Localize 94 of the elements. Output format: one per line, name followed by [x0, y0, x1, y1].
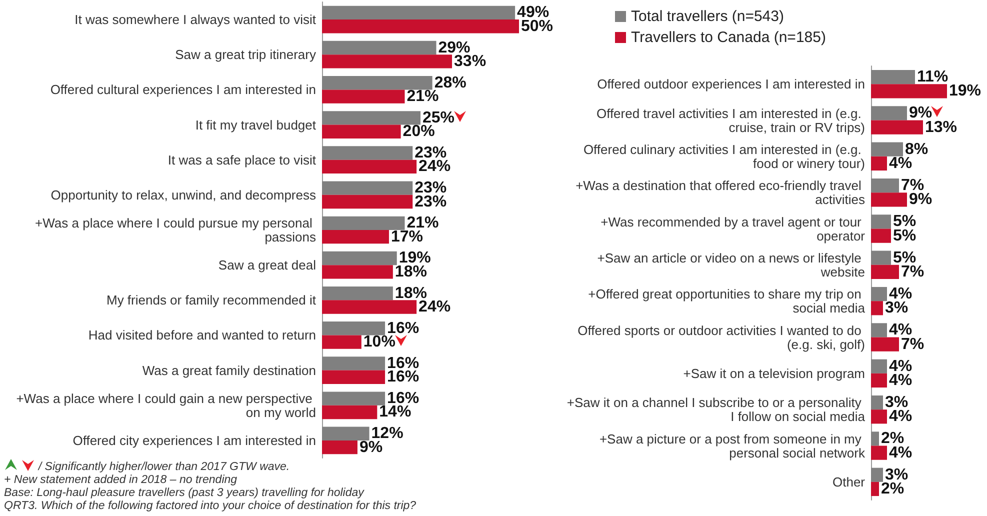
bar: [322, 392, 386, 406]
bar: [871, 156, 887, 171]
y-tick-label: It was somewhere I always wanted to visit: [74, 12, 316, 28]
y-tick-label: +Was a place where I could pursue my personal passions: [35, 216, 316, 244]
data-label: 3%: [885, 300, 908, 317]
data-label: 18%: [394, 263, 427, 280]
bar: [871, 84, 947, 98]
bar: [871, 70, 915, 84]
bar: [322, 265, 393, 279]
bar: [322, 335, 362, 349]
data-label: 14%: [379, 404, 412, 421]
y-tick-label: +Was recommended by a travel agent or tour operator: [600, 214, 866, 244]
bar: [322, 20, 519, 34]
legend-label: Travellers to Canada (n=185): [631, 29, 826, 46]
bar: [871, 359, 887, 374]
bar: [322, 356, 386, 370]
bar: [322, 54, 452, 68]
bar: [871, 228, 891, 243]
y-tick-label: +Was a place where I could gain a new perspective on my world: [16, 390, 316, 420]
text: + New statement added in 2018 – no trending: [4, 474, 238, 486]
bar: [871, 250, 891, 265]
bar: [871, 178, 899, 193]
y-tick-label: Offered outdoor experiences I am interested in: [597, 76, 865, 92]
bar: [322, 322, 386, 336]
y-tick-label: Offered sports or outdoor activities I wanted to do (e.g. ski, golf): [578, 322, 865, 352]
y-tick-label: Saw a great deal: [218, 258, 316, 273]
bar: [871, 410, 887, 424]
y-tick-label: Offered city experiences I am interested in: [72, 432, 316, 448]
y-tick-label: Other: [832, 474, 866, 490]
bar: [322, 194, 413, 209]
y-tick-label: Offered cultural experiences I am interested in: [50, 82, 316, 98]
bar: [871, 142, 903, 156]
bar: [871, 323, 887, 338]
data-label: 23%: [414, 193, 447, 210]
y-tick-label: Offered culinary activities I am interested in (e.g. food or winery tour): [583, 142, 865, 171]
bar: [871, 264, 899, 280]
data-label: 33%: [454, 52, 486, 70]
bar: [322, 405, 378, 420]
bar: [322, 40, 436, 55]
bar: [322, 160, 417, 174]
text: QRT3. Which of the following factored into your choice of destination for this trip?: [4, 500, 416, 512]
y-tick-label: +Saw an article or video on a news or lifestyle website: [597, 250, 865, 280]
y-tick-label: It fit my travel budget: [195, 117, 316, 132]
bar: [871, 301, 883, 316]
bar: [322, 300, 417, 314]
y-tick-label: +Was a destination that offered eco-friendly travel activities: [576, 178, 866, 208]
bar: [322, 440, 358, 454]
bar: [871, 214, 891, 229]
bar: [871, 120, 923, 134]
bar: [871, 482, 879, 496]
data-label: 20%: [402, 123, 435, 140]
bar: [322, 216, 405, 230]
y-tick-label: It was a safe place to visit: [168, 152, 316, 168]
data-label: 11%: [917, 68, 948, 86]
bar: [322, 370, 386, 384]
legend-label: Total travellers (n=543): [631, 8, 784, 25]
bar: [322, 111, 420, 125]
data-label: 24%: [418, 298, 451, 316]
bar: [871, 337, 899, 352]
bar: [871, 468, 883, 482]
data-label: 9%: [909, 191, 932, 208]
bar: [871, 192, 907, 207]
y-tick-label: Had visited before and wanted to return: [88, 328, 316, 343]
bar: [322, 286, 393, 300]
data-label: 24%: [418, 158, 451, 176]
bar: [322, 251, 397, 266]
text: Base: Long-haul pleasure travellers (past 3 years) travelling for holiday: [4, 487, 364, 499]
bar: [322, 181, 413, 195]
bar: [871, 286, 887, 302]
bar: [322, 230, 389, 244]
bar: [871, 373, 887, 388]
bar: [322, 6, 516, 20]
data-label: 50%: [521, 18, 554, 35]
bar: [322, 76, 432, 90]
y-tick-label: Was a great family destination: [142, 362, 316, 378]
bar: [871, 432, 879, 446]
bar: [322, 146, 413, 160]
y-tick-label: +Saw it on a television program: [683, 366, 865, 381]
bar: [871, 395, 883, 410]
bar: [322, 90, 405, 104]
y-tick-label: Opportunity to relax, unwind, and decompress: [50, 187, 316, 202]
y-tick-label: My friends or family recommended it: [106, 292, 316, 308]
text: / Significantly higher/lower than 2017 GTW wave.: [38, 461, 290, 473]
y-tick-label: Saw a great trip itinerary: [175, 47, 316, 62]
bar: [871, 446, 887, 460]
y-tick-label: +Saw a picture or a post from someone in my personal social network: [599, 431, 866, 460]
bar: [322, 426, 370, 440]
data-label: 19%: [949, 82, 982, 100]
data-label: 16%: [387, 368, 420, 386]
y-tick-label: +Saw it on a channel I subscribe to or a personality I follow on social media: [566, 395, 866, 424]
bar: [871, 106, 907, 120]
y-tick-label: Offered travel activities I am interested in (e.g. cruise, train or RV trips): [596, 106, 865, 135]
bar: [322, 124, 401, 138]
y-tick-label: +Offered great opportunities to share my trip on social media: [588, 286, 866, 316]
